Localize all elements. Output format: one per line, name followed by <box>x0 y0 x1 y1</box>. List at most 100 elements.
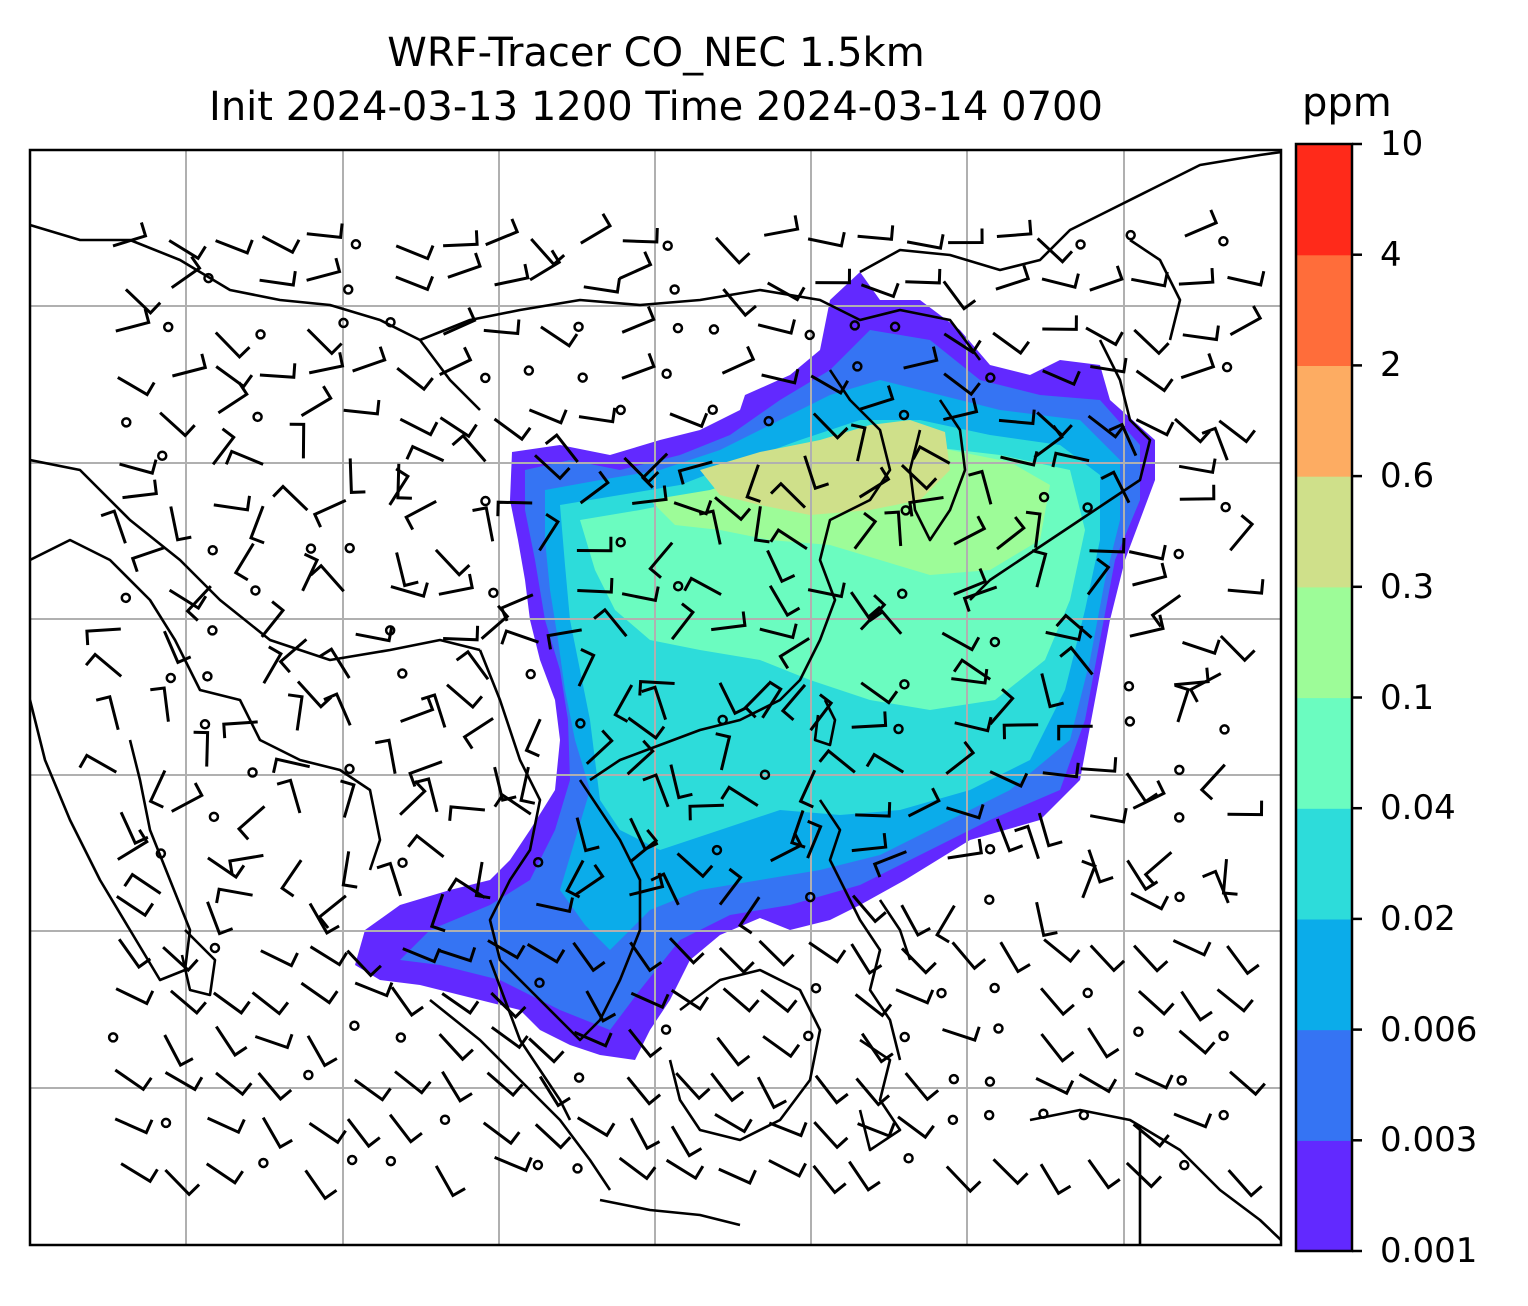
colorbar-segment <box>1296 586 1352 699</box>
wind-barb-calm <box>156 450 168 461</box>
wind-barb <box>951 941 987 971</box>
wind-barb <box>1087 1159 1121 1190</box>
wind-barb <box>853 511 878 550</box>
wind-barb <box>538 512 560 552</box>
wind-barb <box>1227 1169 1263 1198</box>
wind-barb-calm <box>202 671 213 682</box>
wind-barb-calm <box>899 1031 910 1043</box>
wind-barb <box>84 652 123 678</box>
wind-barb <box>1134 1071 1174 1090</box>
wind-barb <box>762 1035 801 1059</box>
wind-barb-calm <box>1078 1109 1090 1121</box>
wind-barb <box>770 832 803 863</box>
wind-barb <box>1132 944 1169 973</box>
wind-barb <box>907 787 941 818</box>
wind-barb-calm <box>903 1153 914 1164</box>
wind-barb-calm <box>344 763 355 775</box>
wind-barb <box>1090 357 1128 374</box>
wind-barb-calm <box>480 372 491 384</box>
wind-barb <box>743 682 771 719</box>
wind-barb-calm <box>948 1073 960 1085</box>
wind-barb-calm <box>1082 502 1093 513</box>
wind-barb <box>1025 510 1042 548</box>
colorbar-tick-label: 0.1 <box>1380 677 1435 718</box>
wind-barb <box>429 893 446 933</box>
wind-barb-calm <box>660 1024 672 1035</box>
wind-barb <box>472 506 495 542</box>
wind-barb <box>812 412 849 440</box>
wind-barb <box>261 1116 293 1150</box>
wind-barb <box>164 1071 204 1092</box>
wind-barb <box>496 500 533 517</box>
wind-barb <box>308 351 345 375</box>
wind-barb <box>236 805 266 841</box>
wind-barb <box>1041 273 1080 290</box>
wind-barb <box>309 563 345 593</box>
wind-barb <box>441 1070 473 1103</box>
wind-barb <box>759 623 798 640</box>
wind-barb <box>632 485 668 505</box>
colorbar-segment <box>1296 254 1352 366</box>
wind-barb <box>859 594 887 631</box>
wind-barb <box>300 981 339 1005</box>
wind-barb <box>1173 1112 1213 1129</box>
wind-barb-calm <box>1124 716 1136 727</box>
wind-barb-calm <box>349 1020 360 1031</box>
wind-barb-calm <box>338 317 349 329</box>
coastline-14 <box>818 799 902 1061</box>
wind-barb <box>769 481 807 509</box>
wind-barb <box>261 235 301 255</box>
wind-barb <box>1085 326 1124 347</box>
wind-barb <box>946 803 985 820</box>
coastline-12 <box>478 649 642 1042</box>
wind-barb <box>906 234 945 250</box>
wind-barb-calm <box>121 417 132 428</box>
wind-barb <box>573 1030 613 1048</box>
wind-barb <box>818 748 856 774</box>
wind-barb <box>215 1071 253 1097</box>
wind-barb <box>1178 268 1215 286</box>
wind-barb <box>951 668 989 685</box>
wind-barb-calm <box>1218 1030 1229 1042</box>
wind-barb <box>437 946 477 963</box>
wind-barb <box>716 1036 751 1067</box>
wind-barb <box>214 331 251 360</box>
wind-barb <box>905 268 942 285</box>
wind-barb <box>1218 419 1256 444</box>
wind-barb <box>205 1162 244 1185</box>
wind-barb <box>1174 683 1191 723</box>
wind-barb <box>262 645 283 684</box>
wind-barb <box>1087 1027 1120 1059</box>
wind-barb <box>714 236 751 265</box>
wind-barb <box>376 861 403 897</box>
wind-barb <box>953 515 987 546</box>
wind-barb <box>162 946 199 973</box>
wind-barb <box>952 658 992 681</box>
wind-barb <box>583 277 621 294</box>
wind-barb <box>500 629 539 645</box>
wind-barb-calm <box>344 542 355 554</box>
wind-barb <box>768 1159 807 1178</box>
wind-barb <box>150 686 170 722</box>
wind-barb <box>340 779 356 818</box>
wind-barb <box>998 409 1036 426</box>
wind-barb-calm <box>207 625 218 636</box>
wind-barb-calm <box>577 372 588 383</box>
wind-barb <box>306 1035 338 1068</box>
wind-barb <box>851 832 888 853</box>
wind-barb <box>943 372 981 397</box>
wind-barb-calm <box>708 324 720 335</box>
wind-barb <box>374 738 397 774</box>
wind-barb-calm <box>199 719 211 730</box>
wind-barb <box>169 506 192 542</box>
wind-barb <box>1080 757 1118 773</box>
wind-barb <box>715 732 732 771</box>
wind-barb <box>1057 724 1093 741</box>
wind-barb <box>207 856 246 880</box>
wind-barb <box>494 1156 533 1173</box>
chart-title-line1: WRF-Tracer CO_NEC 1.5km <box>387 30 925 76</box>
wind-barb <box>439 346 473 376</box>
wind-barb-calm <box>1173 548 1184 560</box>
wind-barb-calm <box>575 718 586 729</box>
wind-barb-calm <box>763 415 774 427</box>
